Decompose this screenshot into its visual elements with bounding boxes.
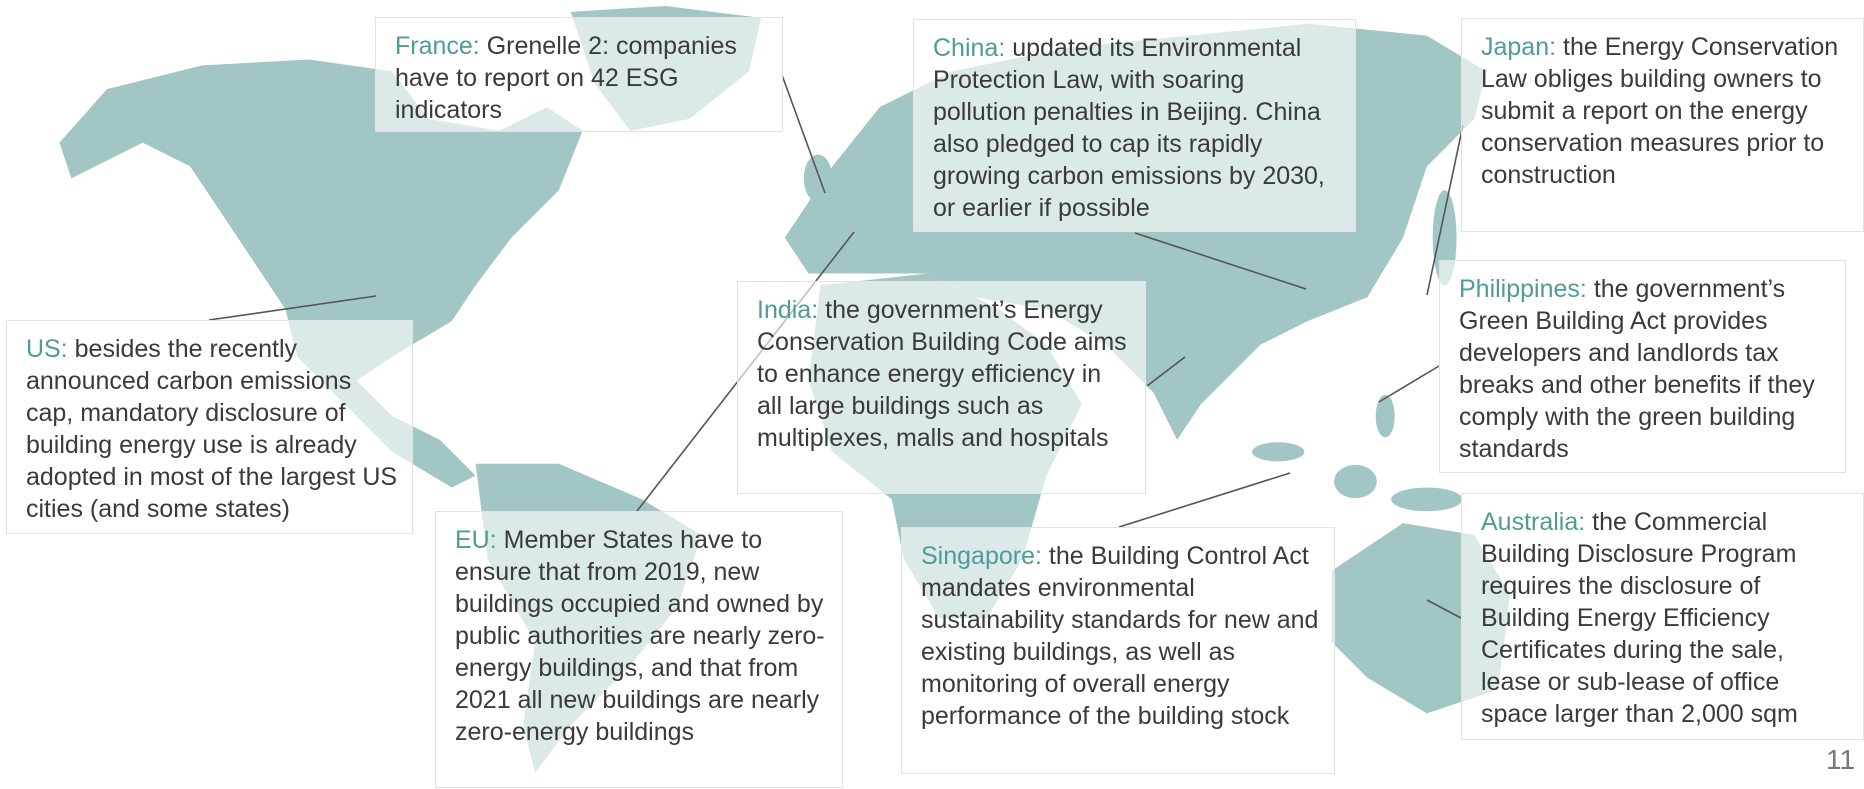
region-label: US: (26, 335, 68, 363)
region-label: Philippines: (1459, 275, 1587, 303)
callout-text: the government’s Green Building Act prov… (1459, 275, 1815, 463)
connector (1146, 356, 1186, 387)
island (803, 154, 833, 203)
callout-text: besides the recently announced carbon em… (26, 335, 398, 523)
callout-text: the government’s Energy Conservation Bui… (757, 296, 1127, 452)
callout-text: updated its Environmental Protection Law… (933, 34, 1325, 222)
page-number: 11 (1826, 744, 1856, 775)
island (1252, 442, 1305, 462)
region-label: China: (933, 34, 1006, 62)
callout-box: India: the government’s Energy Conservat… (737, 281, 1146, 494)
connector (1118, 472, 1291, 528)
region-label: Australia: (1481, 508, 1586, 536)
region-label: Japan: (1481, 33, 1557, 61)
connector (781, 74, 826, 194)
connector (208, 295, 377, 321)
callout-text: the Commercial Building Disclosure Progr… (1481, 508, 1798, 728)
region-label: India: (757, 296, 819, 324)
island (1391, 487, 1463, 512)
callout-text: Grenelle 2: companies have to report on … (395, 32, 737, 124)
region-label: France: (395, 32, 480, 60)
region-label: EU: (455, 526, 497, 554)
north-america (59, 59, 583, 488)
connector (1134, 232, 1307, 290)
callout-box: Singapore: the Building Control Act mand… (901, 527, 1335, 774)
callout-text: the Building Control Act mandates enviro… (921, 542, 1319, 730)
island (1375, 394, 1395, 438)
callout-box: Japan: the Energy Conservation Law oblig… (1461, 18, 1864, 232)
connector (1378, 365, 1440, 403)
callout-box: Philippines: the government’s Green Buil… (1439, 260, 1846, 473)
callout-box: US: besides the recently announced carbo… (6, 320, 413, 534)
callout-box: France: Grenelle 2: companies have to re… (375, 17, 783, 132)
callout-box: Australia: the Commercial Building Discl… (1461, 493, 1864, 740)
callout-text: the Energy Conservation Law obliges buil… (1481, 33, 1839, 189)
callout-text: Member States have to ensure that from 2… (455, 526, 825, 746)
connector (1426, 124, 1464, 296)
callout-box: EU: Member States have to ensure that fr… (435, 511, 843, 788)
connector (1426, 599, 1462, 619)
callout-box: China: updated its Environmental Protect… (913, 19, 1356, 232)
island (1334, 464, 1377, 499)
region-label: Singapore: (921, 542, 1042, 570)
